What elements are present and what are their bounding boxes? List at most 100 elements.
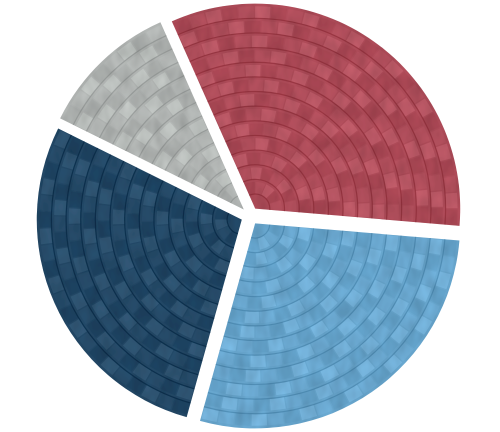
weave-block <box>311 281 330 301</box>
pie-slice-2 <box>200 223 460 429</box>
weave-block <box>310 186 326 201</box>
weave-seam <box>195 61 403 221</box>
weave-block <box>283 200 297 212</box>
weave-block <box>342 368 362 387</box>
weave-block <box>253 339 268 353</box>
weave-block <box>192 327 210 344</box>
weave-seam <box>219 120 344 217</box>
weave-block <box>291 361 309 377</box>
weave-block <box>127 198 142 214</box>
weave-seam <box>50 134 191 404</box>
weave-block <box>348 131 367 150</box>
weave-block <box>171 203 185 218</box>
weave-block <box>221 396 238 411</box>
weave-block <box>259 309 276 324</box>
weave-block <box>69 191 83 208</box>
weave-block <box>398 173 413 191</box>
weave-block <box>332 91 351 111</box>
weave-block <box>252 281 267 294</box>
weave-block <box>149 132 168 152</box>
weave-block <box>209 378 227 394</box>
weave-block <box>239 94 255 108</box>
weave-block <box>240 265 254 280</box>
weave-block <box>328 201 341 216</box>
weave-block <box>276 66 294 82</box>
weave-block <box>379 336 399 356</box>
weave-block <box>157 86 177 105</box>
weave-block <box>340 231 355 247</box>
weave-block <box>377 156 394 174</box>
weave-block <box>224 95 241 111</box>
weave-block <box>300 123 319 141</box>
weave-block <box>269 200 282 211</box>
weave-block <box>39 211 52 228</box>
weave-block <box>233 353 250 368</box>
weave-block <box>234 412 251 426</box>
weave-block <box>355 232 370 248</box>
weave-block <box>83 196 97 213</box>
weave-block <box>174 284 193 303</box>
weave-block <box>154 150 173 170</box>
weave-block <box>133 306 153 326</box>
weave-block <box>368 348 388 368</box>
weave-block <box>415 206 429 223</box>
weave-block <box>376 293 395 313</box>
weave-block <box>114 239 130 257</box>
weave-block <box>225 185 238 199</box>
weave-block <box>269 95 286 110</box>
weave-block <box>131 32 152 52</box>
weave-block <box>272 241 288 258</box>
weave-block <box>43 161 60 180</box>
weave-block <box>130 68 151 88</box>
weave-block <box>292 25 311 41</box>
weave-block <box>260 168 274 183</box>
weave-block <box>274 290 291 306</box>
weave-block <box>214 257 230 274</box>
weave-block <box>269 396 286 411</box>
weave-block <box>291 238 308 254</box>
weave-block <box>133 169 150 187</box>
weave-block <box>39 228 53 245</box>
weave-block <box>71 90 90 110</box>
weave-block <box>114 63 134 83</box>
weave-block <box>156 225 171 240</box>
weave-block <box>86 318 106 338</box>
weave-block <box>217 225 233 240</box>
weave-block <box>352 90 372 109</box>
weave-block <box>96 331 116 350</box>
weave-block <box>346 157 364 175</box>
weave-block <box>115 131 133 151</box>
weave-block <box>313 200 326 214</box>
weave-seam <box>230 195 239 204</box>
weave-block <box>372 49 392 68</box>
weave-block <box>146 24 166 43</box>
weave-block <box>242 384 259 397</box>
weave-block <box>337 42 357 61</box>
weave-block <box>282 226 297 239</box>
weave-block <box>171 218 185 234</box>
weave-block <box>220 190 234 203</box>
weave-block <box>264 247 279 263</box>
weave-seam <box>190 155 221 184</box>
weave-block <box>206 53 224 70</box>
weave-block <box>85 243 101 261</box>
weave-block <box>367 279 386 299</box>
weave-block <box>430 208 443 224</box>
weave-block <box>113 193 128 210</box>
weave-block <box>248 237 260 251</box>
weave-block <box>351 246 367 263</box>
weave-block <box>250 167 262 180</box>
weave-block <box>145 317 165 336</box>
weave-block <box>245 369 261 382</box>
weave-block <box>144 59 164 78</box>
weave-block <box>221 7 239 21</box>
weave-block <box>143 235 159 253</box>
weave-block <box>228 21 245 35</box>
weave-block <box>254 398 270 412</box>
weave-block <box>275 179 292 195</box>
weave-block <box>270 6 288 21</box>
weave-block <box>205 392 223 408</box>
weave-block <box>296 227 311 242</box>
weave-seam <box>72 35 167 126</box>
weave-seam <box>112 75 185 145</box>
